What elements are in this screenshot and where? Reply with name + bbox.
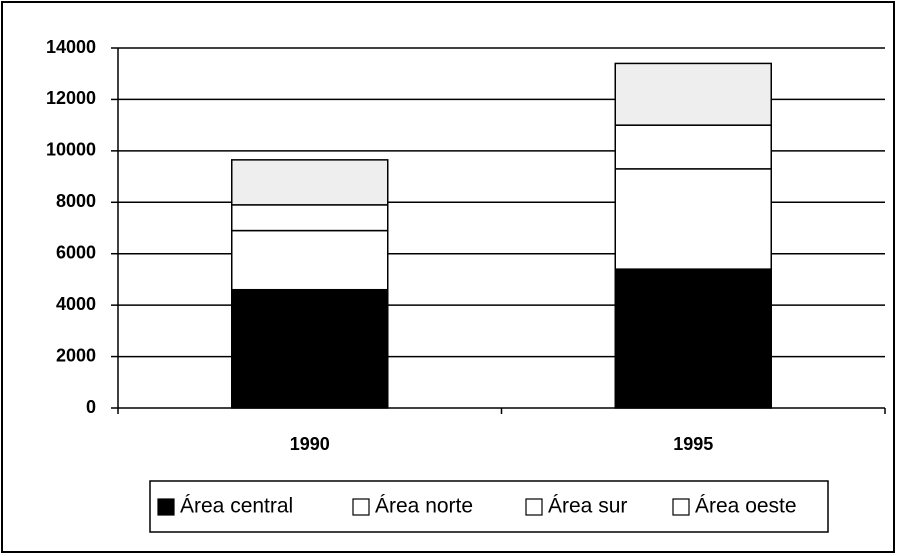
y-tick-label: 14000 xyxy=(46,37,96,57)
bar-segment xyxy=(614,168,772,270)
legend-label: Área sur xyxy=(548,495,627,518)
legend-swatch xyxy=(525,498,543,516)
bar-segment xyxy=(614,268,772,409)
y-tick-label: 4000 xyxy=(56,294,96,314)
y-tick-label: 10000 xyxy=(46,140,96,160)
y-tick-label: 2000 xyxy=(56,345,96,365)
legend-label: Área central xyxy=(180,495,293,518)
x-tick-label: 1990 xyxy=(290,434,330,454)
bar-segment xyxy=(614,62,772,126)
bar-segment xyxy=(231,204,389,232)
y-tick-label: 0 xyxy=(86,397,96,417)
legend-swatch xyxy=(157,498,175,516)
y-tick-label: 6000 xyxy=(56,242,96,262)
legend-label: Área norte xyxy=(375,495,473,518)
legend-box xyxy=(149,480,829,533)
y-tick-label: 12000 xyxy=(46,88,96,108)
bar-segment xyxy=(231,288,389,409)
bar-segment xyxy=(231,229,389,291)
legend-swatch xyxy=(352,498,370,516)
legend-swatch xyxy=(672,498,690,516)
bar-segment xyxy=(231,159,389,206)
x-tick-label: 1995 xyxy=(673,434,713,454)
bar-segment xyxy=(614,124,772,170)
legend-label: Área oeste xyxy=(695,495,797,518)
y-tick-label: 8000 xyxy=(56,191,96,211)
